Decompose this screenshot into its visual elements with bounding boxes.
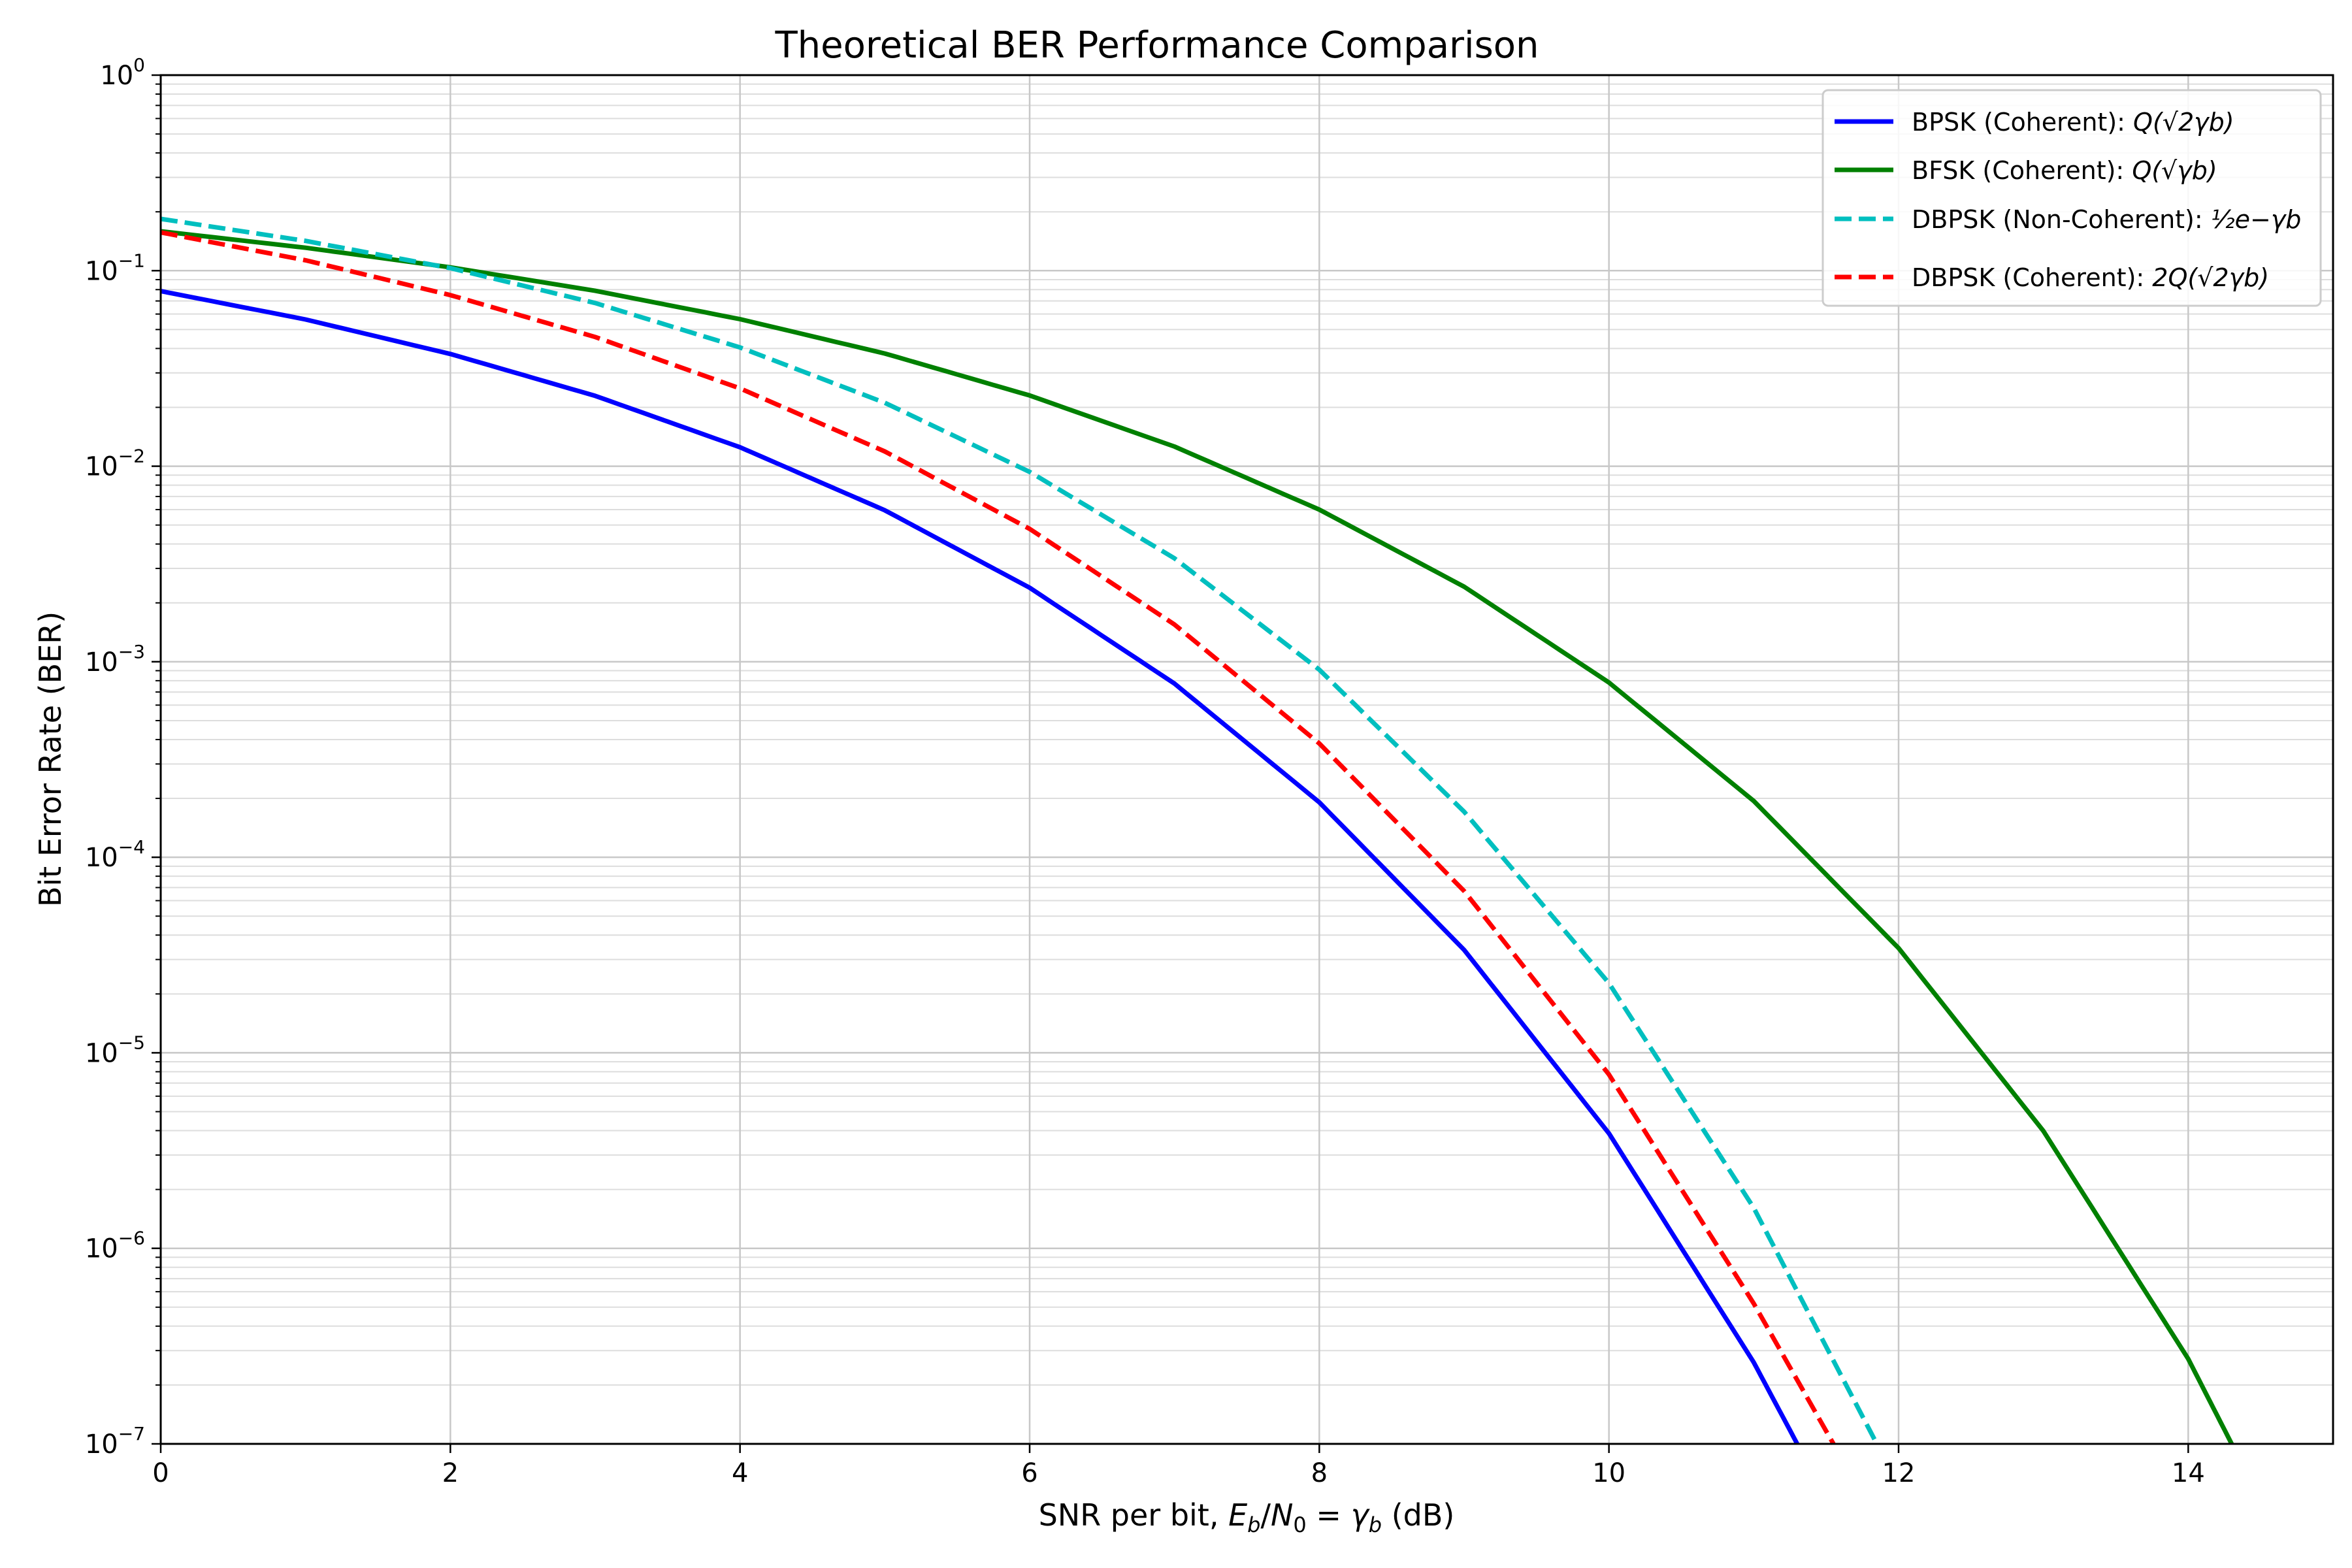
y-tick-label: 10−2 (85, 446, 145, 482)
y-tick-label: 10−4 (85, 836, 145, 873)
y-tick-label-exponent: 0 (133, 54, 145, 76)
y-axis-label: Bit Error Rate (BER) (33, 612, 68, 907)
y-tick-label-exponent: −5 (118, 1032, 145, 1053)
legend-item-bfsk: BFSK (Coherent): Q(√γb) (1835, 156, 2217, 185)
y-tick-label: 10−1 (85, 250, 145, 286)
plot-frame (159, 74, 2334, 1445)
series-line-0 (160, 289, 1799, 1445)
legend-label-bfsk-formula: Q(√γb) (2132, 156, 2217, 185)
x-tick-label: 10 (1592, 1458, 1625, 1488)
y-tick-label-base: 10 (100, 61, 133, 91)
legend-label-dbpsk-coherent-text: DBPSK (Coherent): (1912, 263, 2152, 292)
x-tick-label: 14 (2172, 1458, 2205, 1488)
x-axis-label-sub-0: 0 (1293, 1512, 1306, 1537)
y-tick-label-base: 10 (85, 1234, 118, 1264)
y-tick-label-exponent: −7 (118, 1423, 145, 1445)
series-line-2 (160, 216, 1879, 1445)
legend-label-dbpsk-coherent: DBPSK (Coherent): 2Q(√2γb) (1912, 263, 2269, 292)
legend-box (1821, 89, 2322, 307)
x-axis-label-e: E (1228, 1497, 1247, 1533)
x-tick-label: 6 (1021, 1458, 1037, 1488)
legend-label-bpsk-text: BPSK (Coherent): (1912, 108, 2133, 137)
x-tick-label: 4 (732, 1458, 748, 1488)
x-tick-label: 0 (152, 1458, 169, 1488)
legend: BPSK (Coherent): Q(√2γb) BFSK (Coherent)… (1821, 89, 2322, 307)
series-line-1 (160, 229, 2234, 1445)
x-axis-label-sub-b: b (1247, 1512, 1260, 1537)
y-tick-label-base: 10 (85, 1038, 118, 1068)
legend-label-bpsk: BPSK (Coherent): Q(√2γb) (1912, 108, 2234, 137)
y-tick-label: 10−6 (85, 1228, 145, 1264)
legend-label-dbpsk-noncoherent: DBPSK (Non-Coherent): ½e−γb (1912, 205, 2301, 234)
legend-label-dbpsk-noncoherent-formula: ½e−γb (2211, 205, 2302, 234)
y-tick-label-exponent: −4 (118, 836, 145, 858)
x-axis-label-n: N (1271, 1497, 1293, 1533)
y-tick-label-base: 10 (85, 647, 118, 678)
chart-title: Theoretical BER Performance Comparison (774, 24, 1539, 67)
y-tick-label: 100 (100, 54, 145, 91)
x-tick-label: 8 (1311, 1458, 1328, 1488)
x-tick-label: 12 (1882, 1458, 1916, 1488)
y-tick-label: 10−5 (85, 1032, 145, 1068)
series-line-3 (160, 230, 1836, 1445)
legend-item-dbpsk-coherent: DBPSK (Coherent): 2Q(√2γb) (1835, 263, 2269, 292)
x-axis-label-suffix: (dB) (1382, 1497, 1454, 1533)
legend-label-bfsk: BFSK (Coherent): Q(√γb) (1912, 156, 2217, 185)
x-axis-label-eq: = (1307, 1497, 1351, 1533)
y-tick-label-base: 10 (85, 843, 118, 873)
y-tick-label-exponent: −3 (118, 641, 145, 662)
grid (159, 74, 2333, 1445)
series-lines (160, 216, 2234, 1445)
y-tick-label-base: 10 (85, 1429, 118, 1460)
y-tick-label-base: 10 (85, 452, 118, 482)
legend-item-bpsk: BPSK (Coherent): Q(√2γb) (1835, 108, 2234, 137)
x-axis-label-slash: / (1260, 1497, 1271, 1533)
y-tick-label-base: 10 (85, 256, 118, 286)
x-axis-label-gamma: γ (1351, 1497, 1371, 1533)
x-axis-label-prefix: SNR per bit, (1039, 1497, 1229, 1533)
y-tick-label: 10−3 (85, 641, 145, 678)
legend-label-bpsk-formula: Q(√2γb) (2133, 108, 2234, 137)
y-tick-label-exponent: −6 (118, 1228, 145, 1249)
x-axis-label-sub-b2: b (1369, 1512, 1382, 1537)
legend-label-dbpsk-coherent-formula: 2Q(√2γb) (2152, 263, 2269, 292)
legend-item-dbpsk-noncoherent: DBPSK (Non-Coherent): ½e−γb (1835, 205, 2301, 234)
y-tick-label-exponent: −2 (118, 446, 145, 467)
x-axis-label: SNR per bit, Eb/N0 = γb (dB) (1039, 1497, 1455, 1537)
y-tick-label: 10−7 (85, 1423, 145, 1460)
legend-label-bfsk-text: BFSK (Coherent): (1912, 156, 2132, 185)
legend-label-dbpsk-noncoherent-text: DBPSK (Non-Coherent): (1912, 205, 2211, 234)
x-tick-label: 2 (442, 1458, 459, 1488)
y-tick-label-exponent: −1 (118, 250, 145, 271)
